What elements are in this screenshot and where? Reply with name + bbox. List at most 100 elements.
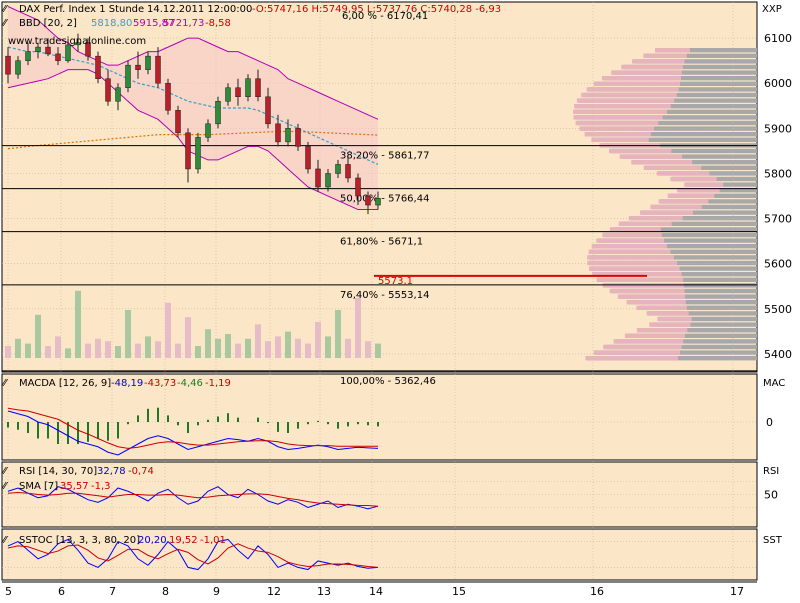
candle-body xyxy=(125,64,131,88)
candle-body xyxy=(185,132,191,170)
upper-band-line xyxy=(7,6,379,120)
candle-body xyxy=(245,78,251,98)
volume-bar xyxy=(155,341,161,358)
vp-bar-pink xyxy=(574,104,671,109)
vp-bar-pink xyxy=(621,64,683,70)
vp-bar-grey xyxy=(638,305,757,310)
vp-bar-grey xyxy=(620,221,757,226)
candle-body xyxy=(325,173,331,188)
vp-bar-pink xyxy=(611,70,682,75)
vp-bar-grey xyxy=(645,53,757,58)
candle-body xyxy=(175,110,181,134)
volume-bar xyxy=(215,338,221,358)
vp-bar-pink xyxy=(657,316,692,322)
vp-bar-pink xyxy=(585,356,679,361)
vp-bar-pink xyxy=(573,115,663,120)
vp-bar-pink xyxy=(636,305,687,310)
bbd-legend-v2: 5915,87 xyxy=(133,18,174,29)
vp-bar-grey xyxy=(615,339,757,344)
volume-bar xyxy=(165,302,171,358)
volume-bar xyxy=(55,336,61,358)
volume-bar xyxy=(35,314,41,358)
vp-bar-pink xyxy=(587,255,674,260)
vp-bar-pink xyxy=(581,92,677,98)
vp-bar-grey xyxy=(586,132,757,137)
rsi-sma-line xyxy=(7,492,379,507)
vp-bar-grey xyxy=(652,204,757,210)
macd-legend-v2: -43,73 xyxy=(144,378,176,389)
vp-bar-grey xyxy=(659,316,757,322)
rsi-menu-icon[interactable]: ⁄⁄ xyxy=(1,466,9,477)
vp-bar-pink xyxy=(579,126,655,131)
volume-bar xyxy=(135,343,141,358)
candle-body xyxy=(345,164,351,179)
panel-bg-3 xyxy=(1,528,758,581)
bbd-legend-v1: 5818,80 xyxy=(91,18,132,29)
candlesticks xyxy=(5,33,381,215)
panel-backgrounds xyxy=(1,1,758,581)
rsi-line xyxy=(7,486,379,510)
sma-menu-icon[interactable]: ⁄⁄ xyxy=(1,481,9,492)
vp-bar-grey xyxy=(611,148,757,154)
candle-body xyxy=(285,128,291,143)
vp-bar-grey xyxy=(577,120,757,126)
bbd-menu-icon[interactable]: ⁄⁄ xyxy=(1,18,9,29)
volume-bar xyxy=(365,341,371,358)
candle-body xyxy=(15,60,21,75)
candle-body xyxy=(85,42,91,57)
axes: 5 6 7 8 9 12 13 14 15 16 17 6100 6000 5900 5800 5700 560… xyxy=(2,32,792,598)
vp-bar-pink xyxy=(617,294,686,299)
vp-bar-pink xyxy=(619,154,683,159)
vp-bar-pink xyxy=(602,283,685,288)
vp-bar-grey xyxy=(628,300,757,305)
vp-bar-pink xyxy=(576,98,675,103)
vp-bar-pink xyxy=(584,132,651,137)
x-tick-label: 13 xyxy=(317,585,331,598)
x-tick-label: 5 xyxy=(5,585,12,598)
vp-bar-pink xyxy=(575,120,659,126)
sstoc-legend-chg: -1,01 xyxy=(200,535,226,546)
vp-bar-grey xyxy=(581,126,757,131)
vp-bar-grey xyxy=(619,294,757,299)
vp-bar-grey xyxy=(651,322,757,327)
candle-body xyxy=(5,55,11,75)
x-tick-label: 16 xyxy=(590,585,604,598)
sstoc-menu-icon[interactable]: ⁄⁄ xyxy=(1,535,9,546)
vp-bar-grey xyxy=(575,115,757,120)
volume-bar xyxy=(175,343,181,358)
macd-menu-icon[interactable]: ⁄⁄ xyxy=(1,378,9,389)
volume-bar xyxy=(85,343,91,358)
volume-bar xyxy=(195,346,201,358)
y-tick-label: 5700 xyxy=(764,213,792,226)
sma-legend-name: SMA [7] xyxy=(19,481,58,492)
vp-bar-grey xyxy=(593,137,757,142)
price-axis-label: XXP xyxy=(762,4,782,15)
volume-bar xyxy=(295,338,301,358)
rsi-header: ⁄⁄ RSI [14, 30, 70] 32,78 -0,74 RSI ⁄⁄ S… xyxy=(1,466,779,492)
candle-body xyxy=(265,96,271,125)
macd-axis-label: MAC xyxy=(763,378,785,389)
volume-bar xyxy=(45,346,51,358)
volume-bar xyxy=(315,322,321,358)
candle-body xyxy=(165,82,171,111)
y-tick-label: 5600 xyxy=(764,258,792,271)
bbd-legend-chg: -8,58 xyxy=(205,18,231,29)
vp-bar-pink xyxy=(624,333,685,338)
bbd-legend-v3: 5721,73 xyxy=(163,18,204,29)
vp-bar-pink xyxy=(588,249,671,254)
vp-bar-grey xyxy=(590,249,757,254)
vp-bar-grey xyxy=(633,160,757,165)
vp-bar-pink xyxy=(636,328,688,333)
vp-bar-pink xyxy=(618,221,672,226)
volume-bar xyxy=(125,310,131,358)
volume-bar xyxy=(245,338,251,358)
rsi-legend-chg: -0,74 xyxy=(128,466,154,477)
fib-label: 38,20% - 5861,77 xyxy=(340,151,429,162)
volume-bar xyxy=(145,336,151,358)
vp-bar-grey xyxy=(630,216,757,221)
chart-menu-icon[interactable]: ⁄⁄ xyxy=(1,4,9,15)
title-ohlc: -O:5747,16 H:5749,95 L:5737,76 C:5740,28… xyxy=(252,4,501,15)
candle-body xyxy=(105,78,111,102)
x-tick-label: 9 xyxy=(213,585,220,598)
